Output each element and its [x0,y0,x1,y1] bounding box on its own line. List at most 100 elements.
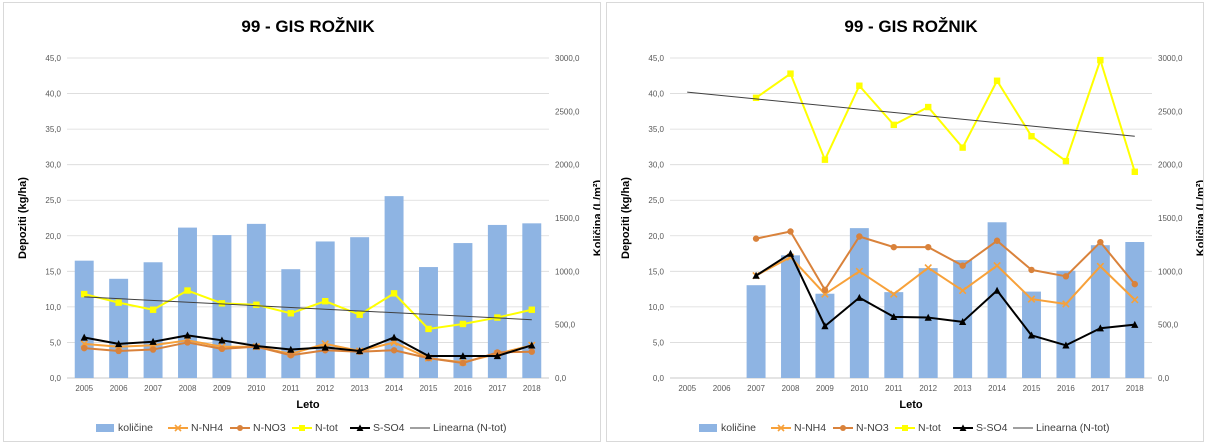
point-n-no3 [149,346,157,353]
legend-label: količine [118,422,153,434]
legend-marker [237,425,243,431]
point-n-tot [1062,157,1070,165]
series-line [755,59,1136,173]
y-axis-right-title: Količina (L/m²) [592,179,600,256]
point-s-so4 [183,331,192,339]
x-tick-label: 2018 [1126,384,1144,393]
y-tick-right-label: 1000,0 [1158,267,1183,276]
bar-kolicine [1125,242,1145,378]
legend-label: N-NH4 [191,422,223,434]
point-s-so4 [287,345,295,353]
point-s-so4 [752,271,760,279]
y-tick-right-label: 0,0 [1158,374,1170,383]
point-s-so4 [149,337,157,345]
series-linearna-n-tot- [687,91,1135,137]
legend-label: količine [721,422,756,434]
chart-panel-left: 99 - GIS ROŽNIK 0,0 5,0 10,0 15,0 20,0 25,0 30,… [3,2,601,442]
x-tick-label: 2016 [454,384,472,393]
series-line [755,252,1135,347]
y-tick-right-label: 2000,0 [555,161,580,170]
series-line [755,256,1136,306]
point-s-so4 [252,342,260,350]
legend-item: N-tot [895,422,941,434]
trendline-n-tot [84,296,532,321]
legend-label: Linearna (N-tot) [433,422,507,434]
x-tick-label: 2016 [1057,384,1075,393]
y-axis-left-title: Depoziti (kg/ha) [17,177,29,259]
y-tick-right-label: 3000,0 [555,54,580,63]
point-n-nh4 [1131,296,1139,304]
point-n-tot [322,298,329,305]
point-n-tot [993,77,1001,84]
bar-kolicine [987,222,1007,378]
point-n-nh4-stroke-b [958,286,967,295]
trendline-n-tot [687,91,1135,137]
point-n-no3 [856,233,863,240]
point-n-nh4 [924,264,932,272]
x-axis-title: Leto [296,399,320,411]
point-n-tot [287,310,294,317]
y-tick-right-label: 0,0 [555,374,567,383]
legend-label: N-NO3 [856,422,889,434]
legend-swatch [699,424,717,432]
y-tick-right-label: 1500,0 [555,214,580,223]
point-s-so4 [218,336,226,344]
point-n-tot [149,306,157,313]
bar-kolicine [453,243,473,378]
legend-marker-stroke-b [174,424,182,432]
point-n-tot [218,300,226,307]
y-axis-left-title: Depoziti (kg/ha) [620,177,632,259]
point-n-tot [253,301,260,308]
y-tick-left-label: 15,0 [648,267,664,276]
x-tick-label: 2005 [75,384,93,393]
legend-label: S-SO4 [373,422,405,434]
y-tick-left-label: 20,0 [45,232,61,241]
chart-left: 99 - GIS ROŽNIK 0,0 5,0 10,0 15,0 20,0 25,0 30,… [17,17,600,434]
point-n-nh4-stroke-b [1062,300,1070,308]
series-s-so4 [80,331,536,360]
x-tick-label: 2009 [816,384,834,393]
series-line [84,334,533,357]
point-n-tot [1131,168,1138,175]
y-tick-right-label: 2500,0 [1158,107,1183,116]
legend-item: Linearna (N-tot) [410,422,507,434]
point-n-no3 [821,286,829,294]
point-n-no3 [459,359,467,367]
y-tick-right-label: 500,0 [1158,321,1179,330]
point-n-no3 [1131,280,1138,288]
y-tick-left-label: 10,0 [45,303,61,312]
point-s-so4 [1131,320,1139,328]
point-n-nh4 [958,286,967,295]
point-s-so4 [855,293,863,301]
legend-marker [299,425,305,431]
chart-right: 99 - GIS ROŽNIK 0,0 5,0 10,0 15,0 20,0 25,0 30,… [620,17,1203,434]
point-s-so4 [528,341,536,349]
bar-kolicine [1056,270,1076,378]
x-tick-label: 2017 [1091,384,1109,393]
point-s-so4 [821,322,829,330]
point-s-so4 [924,313,932,321]
bar-kolicine [143,262,163,378]
point-n-no3 [1097,238,1104,246]
legend-item: N-NH4 [168,422,223,434]
x-tick-label: 2014 [385,384,403,393]
point-n-nh4-stroke-b [890,290,898,298]
bar-kolicine [109,278,129,378]
point-n-no3 [925,243,932,251]
point-n-tot [752,94,760,102]
x-tick-label: 2017 [488,384,506,393]
x-tick-label: 2014 [988,384,1006,393]
y-tick-left-label: 25,0 [648,196,664,205]
point-n-nh4 [993,261,1001,270]
point-s-so4 [321,343,329,351]
x-tick-label: 2007 [144,384,162,393]
legend-marker [959,424,967,431]
point-s-so4 [1062,341,1070,349]
point-n-no3 [787,228,794,235]
x-tick-label: 2010 [850,384,868,393]
bar-kolicine [522,223,542,378]
series-line [83,289,533,330]
x-tick-label: 2008 [782,384,800,393]
legend-label: N-tot [315,422,338,434]
point-n-no3 [115,347,122,355]
